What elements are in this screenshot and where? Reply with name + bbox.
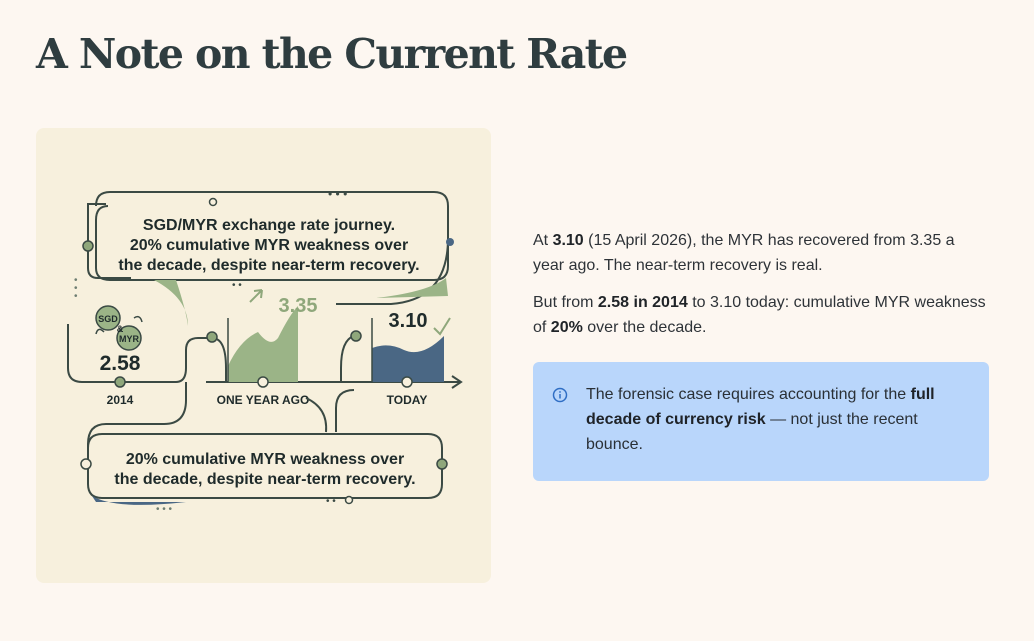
header-dot-top <box>208 197 218 207</box>
header-dot-right <box>446 238 454 246</box>
header-green-accent <box>154 280 188 326</box>
connector-center <box>305 397 328 433</box>
today-area <box>372 336 444 382</box>
footer-line-1: 20% cumulative MYR weakness over <box>126 451 404 468</box>
connector-right <box>335 389 355 432</box>
infographic-image: • • • SGD/MYR exchange rate journey. 20%… <box>36 128 491 583</box>
header-green-accent-right <box>376 278 448 298</box>
timeline <box>67 324 208 383</box>
timeline-arrow <box>451 375 463 389</box>
timeline-right-link <box>340 335 355 382</box>
timeline-node-right <box>350 330 362 342</box>
svg-text:• • •: • • • <box>156 504 173 515</box>
header-line-1: SGD/MYR exchange rate journey. <box>143 217 395 234</box>
info-callout: The forensic case requires accounting fo… <box>533 362 989 481</box>
value-year-ago: 3.35 <box>279 295 318 317</box>
footer-green-accent <box>92 496 186 505</box>
footer-bubble <box>87 433 443 499</box>
header-bubble <box>87 203 131 279</box>
timeline-node <box>206 331 218 343</box>
svg-text:• •: • • <box>232 280 242 291</box>
node-year-ago <box>257 376 269 388</box>
arrow-up-icon <box>249 289 263 303</box>
header-line-2: 20% cumulative MYR weakness over <box>130 237 408 254</box>
footer-line-2: the decade, despite near-term recovery. <box>114 471 415 488</box>
left-dots: • <box>74 275 78 286</box>
myr-coin <box>116 325 142 351</box>
page-title: A Note on the Current Rate <box>36 30 628 78</box>
header-ellipsis: • • • <box>328 187 347 201</box>
info-icon <box>552 386 568 411</box>
header-bubble-top <box>95 191 449 281</box>
coin-amp-label: & <box>117 324 124 334</box>
check-icon <box>433 317 451 336</box>
paragraph-decade: But from 2.58 in 2014 to 3.10 today: cum… <box>533 294 986 336</box>
header-line-3: the decade, despite near-term recovery. <box>118 257 419 274</box>
value-2014: 2.58 <box>100 352 141 375</box>
svg-text:•: • <box>74 291 78 302</box>
year-ago-area <box>228 306 298 382</box>
node-today <box>401 376 413 388</box>
paragraph-current-rate: At 3.10 (15 April 2026), the MYR has rec… <box>533 232 955 274</box>
coin-sgd-label: SGD <box>98 314 118 324</box>
connector-left <box>87 382 187 448</box>
label-2014: 2014 <box>107 393 134 407</box>
coin-arrow-icon <box>95 328 105 335</box>
coin-myr-label: MYR <box>119 334 140 344</box>
label-today: TODAY <box>387 393 428 407</box>
article-body: At 3.10 (15 April 2026), the MYR has rec… <box>533 228 989 481</box>
timeline-curve <box>211 337 227 382</box>
node-2014 <box>114 376 126 388</box>
value-today: 3.10 <box>389 310 428 332</box>
sgd-coin <box>95 305 121 331</box>
svg-text:•: • <box>74 283 78 294</box>
exchange-rate-infographic: • • • SGD/MYR exchange rate journey. 20%… <box>67 187 463 515</box>
label-year-ago: ONE YEAR AGO <box>217 393 310 407</box>
callout-text: The forensic case requires accounting fo… <box>586 386 935 453</box>
header-dot-left <box>82 240 94 252</box>
svg-text:• •: • • <box>326 496 336 507</box>
